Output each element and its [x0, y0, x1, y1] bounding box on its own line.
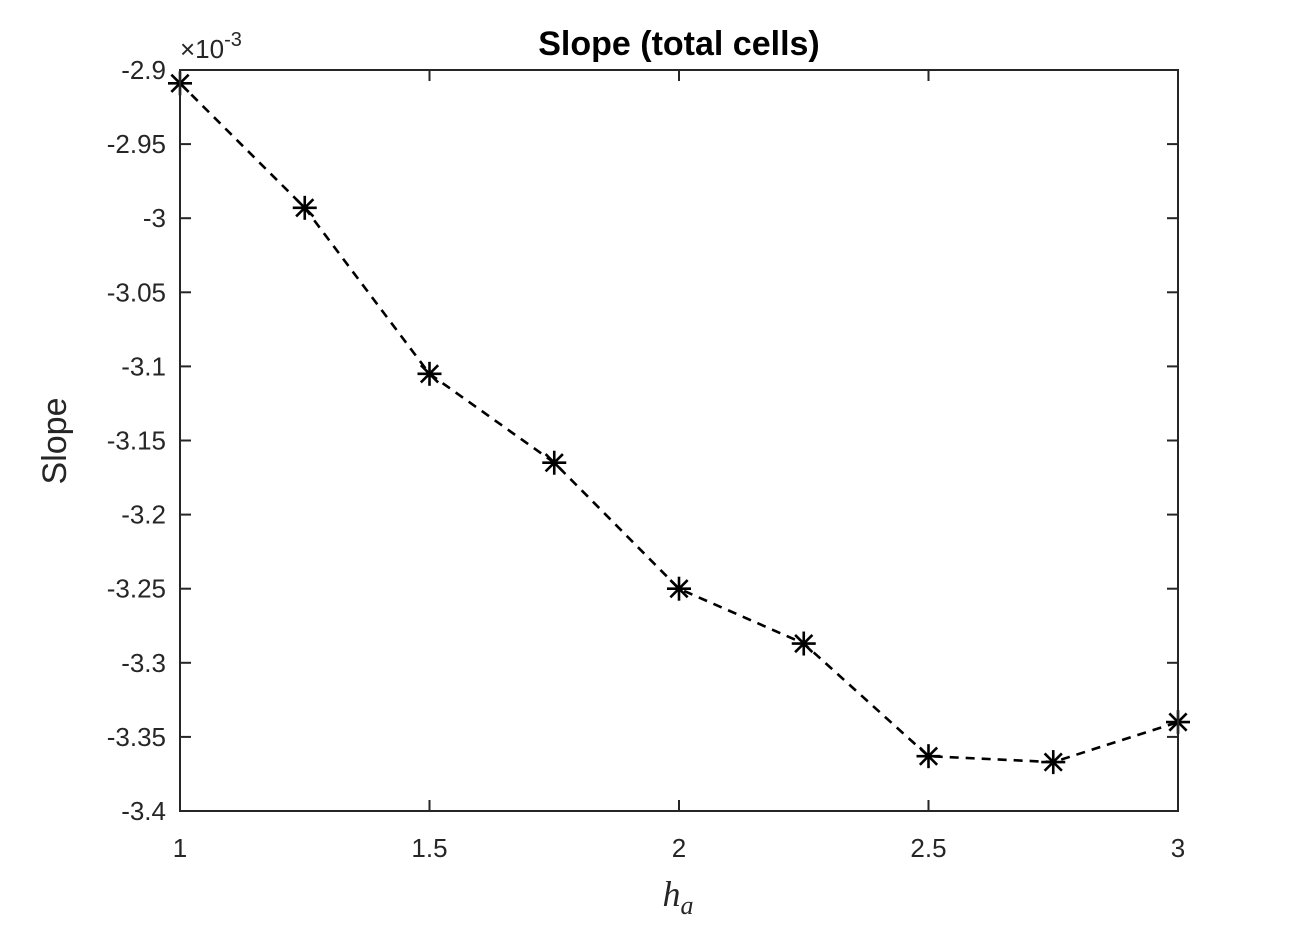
- data-point-marker: [791, 631, 816, 656]
- x-tick-label: 1: [173, 833, 187, 863]
- y-tick-label: -3.3: [121, 648, 166, 678]
- axes-box: [179, 69, 1179, 812]
- x-axis-label-main: h: [663, 874, 681, 914]
- markers-layer: [168, 71, 1190, 775]
- series-line-layer: [179, 82, 1179, 764]
- y-tick-label: -2.9: [121, 55, 166, 85]
- data-point-marker: [542, 450, 567, 475]
- y-tick-label: -3.35: [107, 722, 166, 752]
- data-point-marker: [1041, 750, 1066, 775]
- ticks-layer: [179, 69, 1179, 812]
- y-axis-exponent: ×10-3: [180, 29, 242, 64]
- y-tick-label: -3.05: [107, 277, 166, 307]
- x-tick-label: 1.5: [411, 833, 447, 863]
- x-tick-label: 2: [672, 833, 686, 863]
- data-point-marker: [292, 195, 317, 220]
- y-axis-exponent-base: ×10: [180, 34, 224, 64]
- x-axis-label-subscript: a: [681, 891, 694, 920]
- tick-labels-layer: 1 1.5 2 2.5 3 -2.9 -2.95 -3 -3.05 -3.1 -3.15 -3.2 -3…: [107, 55, 1186, 863]
- y-tick-label: -3.1: [121, 351, 166, 381]
- series-line: [179, 82, 1179, 764]
- data-point-marker: [667, 576, 691, 601]
- y-tick-label: -2.95: [107, 129, 166, 159]
- data-point-marker: [417, 361, 442, 386]
- y-tick-label: -3.2: [121, 500, 166, 530]
- y-tick-label: -3.4: [121, 796, 166, 826]
- x-tick-label: 2.5: [910, 833, 946, 863]
- data-point-marker: [916, 744, 941, 769]
- y-axis-exponent-power: -3: [224, 29, 242, 51]
- y-tick-label: -3.15: [107, 426, 166, 456]
- chart-title: Slope (total cells): [538, 25, 820, 63]
- x-tick-label: 3: [1171, 833, 1185, 863]
- y-tick-label: -3.25: [107, 574, 166, 604]
- y-tick-label: -3: [143, 203, 166, 233]
- x-axis-label: ha: [663, 874, 694, 920]
- y-axis-label: Slope: [36, 398, 74, 485]
